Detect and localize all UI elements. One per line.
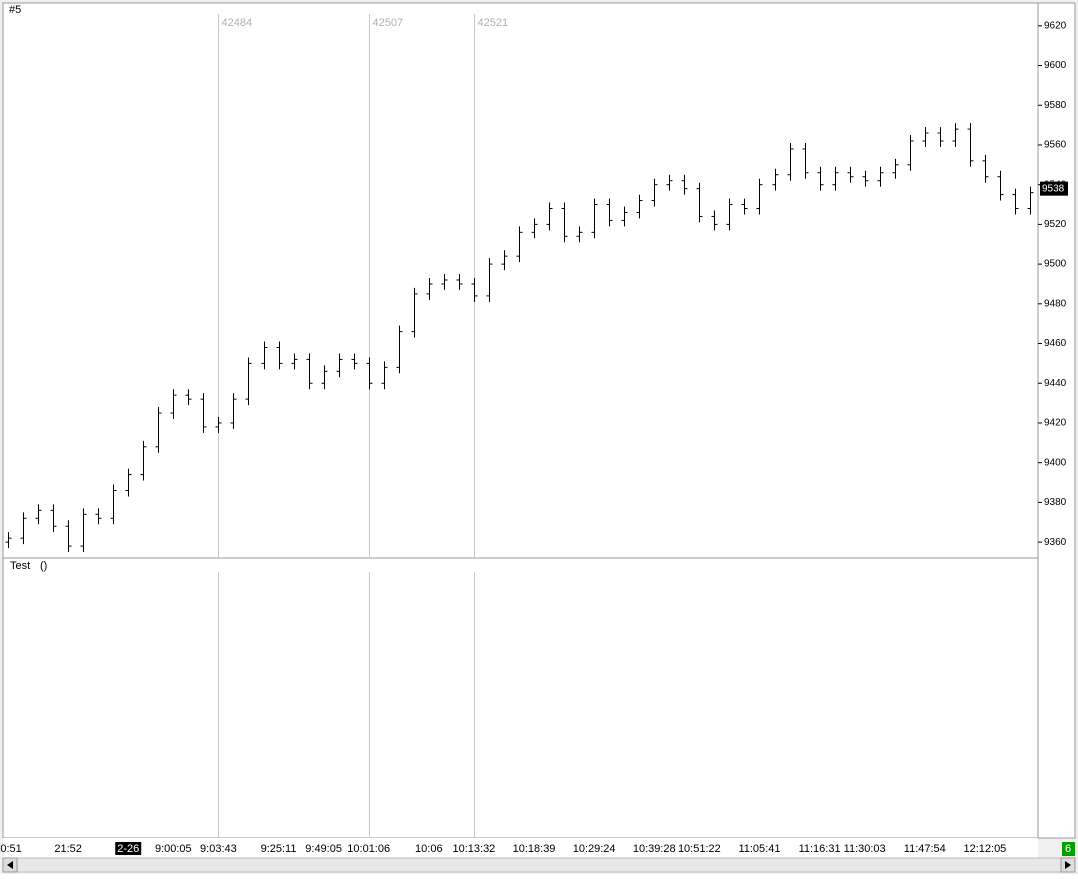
y-tick-label: 9420 (1044, 418, 1067, 429)
x-tick-label: 10:13:32 (452, 843, 495, 855)
price-axis (1037, 2, 1076, 839)
x-tick-label: 10:29:24 (573, 843, 616, 855)
y-tick-label: 9440 (1044, 378, 1067, 389)
x-tick-label: 30:51 (0, 843, 22, 855)
last-price-box (1040, 181, 1068, 196)
time-axis (3, 838, 1038, 858)
x-tick-label: 21:52 (54, 843, 82, 855)
scroll-left-arrow (7, 861, 13, 869)
x-tick-label: 11:30:03 (844, 843, 886, 855)
y-tick-label: 9580 (1044, 100, 1067, 111)
marker-label: 42521 (478, 17, 509, 29)
x-tick-label: 10:18:39 (513, 843, 556, 855)
marker-label: 42484 (222, 17, 253, 29)
panel-label: #5 (9, 4, 21, 16)
x-tick-label: 11:05:41 (738, 843, 780, 855)
status-count: 6 (1065, 843, 1071, 855)
x-tick-label: 9:00:05 (155, 843, 192, 855)
y-tick-label: 9400 (1044, 457, 1067, 468)
indicator-name: Test (10, 560, 30, 572)
y-tick-label: 9500 (1044, 259, 1067, 270)
x-tick-label: 12:12:05 (963, 843, 1006, 855)
y-tick-label: 9600 (1044, 60, 1067, 71)
x-tick-label: 10:39:28 (633, 843, 676, 855)
x-tick-label: 11:16:31 (799, 843, 841, 855)
x-tick-label: 10:01:06 (347, 843, 390, 855)
y-tick-label: 9360 (1044, 537, 1067, 548)
y-tick-label: 9480 (1044, 298, 1067, 309)
date-label-box (115, 842, 142, 855)
x-tick-label: 9:25:11 (261, 843, 297, 855)
y-tick-label: 9560 (1044, 140, 1067, 151)
x-tick-label: 11:47:54 (904, 843, 946, 855)
marker-label: 42507 (373, 17, 404, 29)
y-tick-label: 9380 (1044, 497, 1067, 508)
last-price-label: 9538 (1042, 183, 1065, 194)
y-tick-label: 9460 (1044, 338, 1067, 349)
status-badge (1062, 842, 1075, 856)
date-label: 2-26 (117, 843, 139, 855)
price-panel (2, 2, 1039, 559)
x-tick-label: 10:06 (415, 843, 443, 855)
x-tick-label: 9:49:05 (305, 843, 342, 855)
x-tick-label: 10:51:22 (678, 843, 721, 855)
indicator-panel (2, 557, 1039, 839)
scroll-right-arrow (1065, 861, 1071, 869)
y-tick-label: 9620 (1044, 20, 1067, 31)
scrollbar[interactable] (2, 857, 1076, 873)
indicator-value: () (40, 560, 47, 572)
y-tick-label: 9520 (1044, 219, 1067, 230)
x-tick-label: 9:03:43 (200, 843, 237, 855)
